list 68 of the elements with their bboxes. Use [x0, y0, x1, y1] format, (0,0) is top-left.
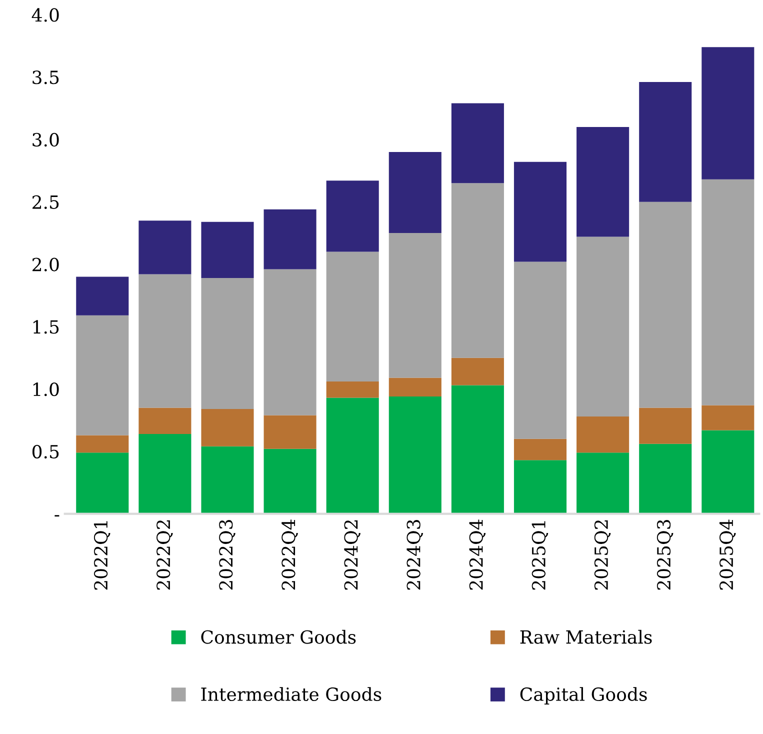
bar	[639, 444, 692, 514]
x-tick-label: 2025Q1	[532, 521, 548, 590]
x-tick-label: 2025Q3	[656, 520, 674, 590]
bar	[451, 183, 504, 358]
y-tick-label: 4.0	[32, 8, 59, 22]
x-tick-label: 2025Q4	[719, 520, 736, 590]
bar	[264, 448, 316, 514]
bar	[639, 408, 692, 444]
bar	[138, 220, 192, 274]
y-tick-label: 3.5	[32, 70, 59, 84]
bar	[76, 276, 129, 316]
bar	[514, 162, 567, 262]
x-tick-label: 2022Q4	[282, 520, 298, 590]
y-tick-label: -	[54, 515, 60, 517]
bar	[326, 382, 379, 398]
bar	[388, 152, 442, 234]
y-tick-label: 3.0	[32, 132, 59, 147]
bar	[264, 269, 316, 416]
bar	[451, 385, 504, 514]
bar	[326, 180, 379, 252]
x-tick-label: 2022Q3	[219, 520, 236, 590]
bar	[138, 274, 192, 408]
bar	[639, 202, 692, 408]
bar	[201, 278, 254, 409]
x-tick-label: 2025Q2	[594, 520, 611, 590]
y-tick-label: 2.0	[32, 258, 59, 272]
legend-label: Intermediate Goods	[201, 687, 382, 702]
bar	[264, 415, 316, 449]
legend-label: Raw Materials	[520, 630, 652, 644]
bar	[576, 452, 630, 514]
bar	[138, 408, 192, 434]
y-tick-label: 1.0	[33, 382, 59, 396]
bar	[138, 434, 192, 514]
bar	[451, 358, 504, 386]
y-tick-label: 0.5	[32, 444, 59, 459]
bar	[76, 452, 129, 514]
x-tick-label: 2024Q4	[469, 520, 486, 590]
bar	[576, 236, 630, 416]
x-tick-label: 2022Q2	[156, 520, 173, 590]
bar	[264, 209, 316, 270]
bar	[514, 438, 567, 460]
bar	[639, 82, 692, 202]
bar	[388, 396, 442, 514]
bar	[201, 446, 254, 514]
bar	[326, 398, 379, 514]
bar	[514, 262, 567, 439]
legend-label: Consumer Goods	[201, 630, 356, 644]
bar	[201, 408, 254, 446]
bar	[388, 378, 442, 397]
y-tick-label: 1.5	[33, 320, 59, 334]
bar	[76, 435, 129, 453]
bar	[388, 233, 442, 378]
bar	[702, 47, 754, 180]
bar	[76, 315, 129, 436]
bar	[702, 405, 754, 430]
x-tick-label: 2024Q3	[406, 520, 424, 590]
x-tick-label: 2024Q2	[344, 520, 360, 590]
bar	[514, 460, 567, 514]
bar	[576, 416, 630, 453]
x-tick-label: 2022Q1	[94, 521, 110, 590]
bar	[576, 126, 630, 237]
y-tick-label: 2.5	[32, 195, 59, 209]
bar	[702, 179, 754, 406]
legend-label: Capital Goods	[520, 687, 647, 705]
bar	[451, 103, 504, 184]
bar	[201, 222, 254, 278]
bar	[702, 430, 754, 514]
bar	[326, 252, 379, 382]
